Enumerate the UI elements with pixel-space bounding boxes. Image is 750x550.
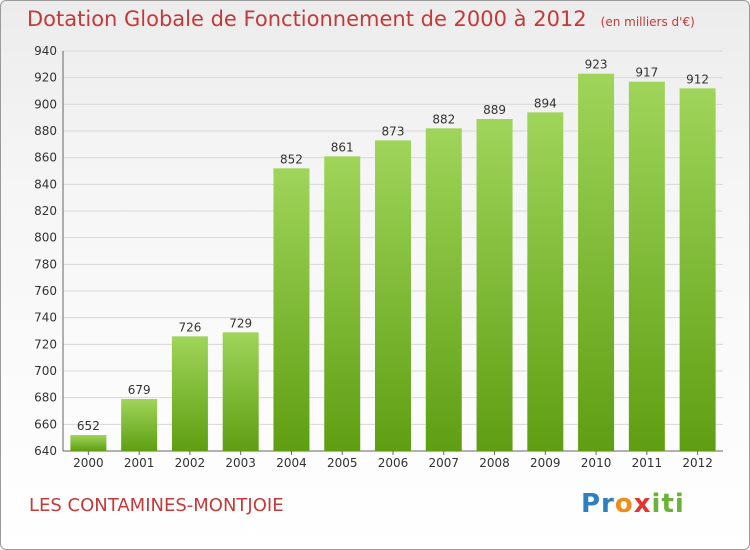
bar-2000 (70, 435, 107, 451)
y-tick-label: 740 (34, 311, 57, 325)
data-label-2012: 912 (686, 72, 709, 86)
y-tick-label: 820 (34, 204, 57, 218)
y-tick-label: 880 (34, 124, 57, 138)
y-tick-label: 840 (34, 177, 57, 191)
chart-title: Dotation Globale de Fonctionnement de 20… (27, 7, 695, 31)
x-tick-label-2010: 2010 (581, 456, 612, 470)
data-label-2009: 894 (534, 96, 557, 110)
data-label-2004: 852 (280, 152, 303, 166)
x-tick-label-2006: 2006 (378, 456, 409, 470)
y-tick-label: 760 (34, 284, 57, 298)
bar-2005 (324, 156, 361, 452)
bar-2008 (476, 119, 513, 451)
data-label-2007: 882 (432, 112, 455, 126)
y-tick-label: 680 (34, 391, 57, 405)
x-tick-label-2012: 2012 (682, 456, 713, 470)
data-label-2000: 652 (77, 419, 100, 433)
data-label-2003: 729 (229, 316, 252, 330)
y-tick-label: 920 (34, 71, 57, 85)
unit-label: (en milliers d'€) (600, 15, 695, 29)
chart-title-text: Dotation Globale de Fonctionnement de 20… (27, 7, 587, 31)
x-tick-label-2007: 2007 (428, 456, 459, 470)
bar-2012 (679, 88, 716, 451)
x-tick-label-2005: 2005 (327, 456, 358, 470)
data-label-2005: 861 (331, 140, 354, 154)
bar-2007 (425, 128, 462, 451)
bar-2009 (527, 112, 564, 451)
y-tick-label: 800 (34, 231, 57, 245)
y-tick-label: 640 (34, 444, 57, 458)
bar-2004 (273, 168, 310, 452)
x-tick-label-2000: 2000 (73, 456, 104, 470)
x-tick-label-2002: 2002 (175, 456, 206, 470)
data-label-2006: 873 (382, 124, 405, 138)
y-tick-label: 900 (34, 97, 57, 111)
data-label-2002: 726 (178, 320, 201, 334)
x-tick-label-2011: 2011 (632, 456, 663, 470)
bar-2010 (578, 73, 615, 452)
y-tick-label: 940 (34, 44, 57, 58)
data-label-2011: 917 (635, 66, 658, 80)
data-label-2010: 923 (585, 58, 608, 72)
x-tick-label-2001: 2001 (124, 456, 155, 470)
municipality-name: LES CONTAMINES-MONTJOIE (29, 495, 284, 516)
y-tick-label: 660 (34, 417, 57, 431)
bar-2011 (628, 81, 665, 452)
x-tick-label-2003: 2003 (225, 456, 256, 470)
proxiti-logo: Proxiti (581, 489, 685, 519)
bar-2001 (121, 399, 158, 451)
y-tick-label: 780 (34, 257, 57, 271)
y-tick-label: 860 (34, 151, 57, 165)
x-tick-label-2004: 2004 (276, 456, 307, 470)
y-tick-label: 700 (34, 364, 57, 378)
bar-2006 (375, 140, 411, 452)
data-label-2008: 889 (483, 103, 506, 117)
x-tick-label-2009: 2009 (530, 456, 561, 470)
data-label-2001: 679 (128, 383, 151, 397)
x-tick-label-2008: 2008 (479, 456, 510, 470)
bar-2002 (171, 336, 208, 451)
y-tick-label: 720 (34, 337, 57, 351)
bar-2003 (222, 332, 259, 451)
